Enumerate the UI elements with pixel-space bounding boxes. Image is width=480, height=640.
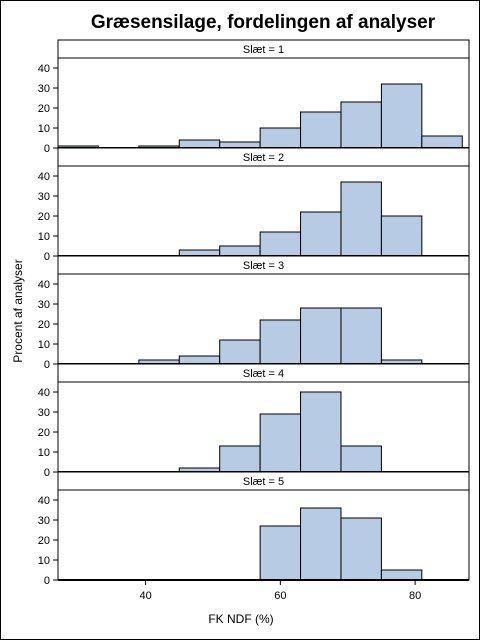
histogram-bar xyxy=(380,83,423,149)
panel-4: Slæt = 4 0 10 20 30 40 xyxy=(38,363,470,479)
y-tick-label: 30 xyxy=(38,299,50,311)
y-tick-label: 10 xyxy=(38,447,50,459)
panel-strip-label: Slæt = 3 xyxy=(243,260,284,272)
histogram-bar xyxy=(178,355,221,365)
y-tick-label: 20 xyxy=(38,319,50,331)
histogram-bar xyxy=(380,569,423,581)
histogram-bar xyxy=(219,245,261,257)
histogram-bar xyxy=(219,445,261,473)
histogram-bar xyxy=(340,307,382,365)
histogram-bar xyxy=(259,127,302,149)
histogram-bar xyxy=(219,339,261,365)
y-tick-label: 10 xyxy=(38,231,50,243)
y-tick-label: 40 xyxy=(38,279,50,291)
y-tick-label: 0 xyxy=(44,575,50,587)
panel-strip-label: Slæt = 5 xyxy=(243,476,284,488)
histogram-bar xyxy=(300,111,342,149)
x-axis-label: FK NDF (%) xyxy=(208,612,273,626)
histogram-bar xyxy=(259,413,302,473)
panel-frame xyxy=(57,489,470,581)
histogram-bar xyxy=(178,139,221,149)
x-tick-label: 80 xyxy=(409,590,421,602)
histogram-bar xyxy=(300,307,342,365)
histogram-bar xyxy=(340,101,382,149)
panel-3: Slæt = 3 0 10 20 30 40 xyxy=(38,255,470,371)
chart-title: Græsensilage, fordelingen af analyser xyxy=(91,12,436,33)
y-tick-label: 10 xyxy=(38,555,50,567)
y-tick-label: 20 xyxy=(38,211,50,223)
y-tick-label: 0 xyxy=(44,467,50,479)
panel-strip-label: Slæt = 1 xyxy=(243,44,284,56)
x-tick-label: 60 xyxy=(274,590,286,602)
panel-strip-label: Slæt = 2 xyxy=(243,152,284,164)
y-tick-label: 20 xyxy=(38,535,50,547)
histogram-bar xyxy=(259,525,302,581)
y-tick-label: 0 xyxy=(44,359,50,371)
y-tick-label: 40 xyxy=(38,495,50,507)
histogram-bar xyxy=(259,231,302,257)
histogram-bar xyxy=(300,391,342,473)
y-tick-label: 30 xyxy=(38,83,50,95)
y-tick-label: 10 xyxy=(38,339,50,351)
histogram-bar xyxy=(340,445,382,473)
y-tick-label: 10 xyxy=(38,123,50,135)
y-tick-label: 30 xyxy=(38,407,50,419)
histogram-bar xyxy=(421,135,463,149)
panel-2: Slæt = 2 0 10 20 30 40 xyxy=(38,147,470,263)
y-tick-label: 30 xyxy=(38,191,50,203)
y-tick-label: 40 xyxy=(38,387,50,399)
y-tick-label: 0 xyxy=(44,143,50,155)
panel-1: Slæt = 1 0 10 20 30 40 xyxy=(38,39,470,155)
panel-5: Slæt = 5 0 10 20 30 40 xyxy=(38,471,470,587)
y-tick-label: 20 xyxy=(38,427,50,439)
y-tick-label: 40 xyxy=(38,63,50,75)
histogram-bar xyxy=(340,517,382,581)
histogram-bar xyxy=(259,319,302,365)
y-axis-label: Procent af analyser xyxy=(11,259,25,362)
x-tick-label: 40 xyxy=(139,590,151,602)
y-tick-label: 20 xyxy=(38,103,50,115)
y-tick-label: 40 xyxy=(38,171,50,183)
panel-strip-label: Slæt = 4 xyxy=(243,368,284,380)
x-axis: 40 60 80 xyxy=(139,580,421,602)
histogram-bar xyxy=(380,215,423,257)
y-tick-label: 0 xyxy=(44,251,50,263)
histogram-bar xyxy=(300,211,342,257)
y-tick-label: 30 xyxy=(38,515,50,527)
histogram-bar xyxy=(340,181,382,257)
histogram-bar xyxy=(300,507,342,581)
